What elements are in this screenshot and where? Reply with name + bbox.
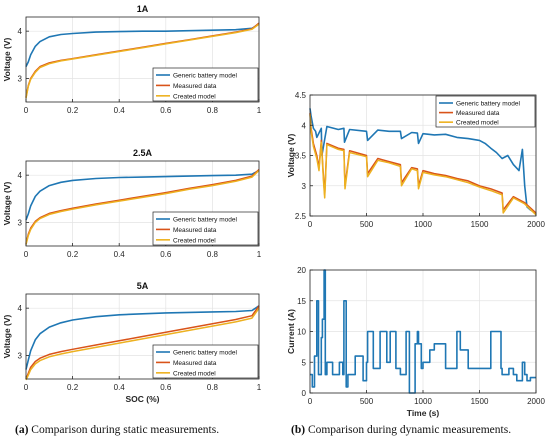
- x-tick-label: 0.6: [160, 383, 172, 392]
- x-tick-label: 0.8: [207, 106, 219, 115]
- x-tick-label: 2000: [527, 397, 545, 406]
- legend: Generic battery model Measured data Create…: [152, 67, 259, 102]
- y-axis-label: Voltage (V): [2, 314, 12, 358]
- series-line-generic-battery-model: [25, 305, 260, 370]
- chart-title: 2.5A: [133, 148, 153, 158]
- series-line-created-model: [25, 23, 260, 99]
- legend: Generic battery model Measured data Create…: [152, 211, 259, 246]
- x-axis-label: SOC (%): [126, 394, 160, 404]
- x-tick-label: 0.8: [207, 383, 219, 392]
- x-axis-label: Time (s): [407, 408, 440, 418]
- y-tick-label: 4.5: [295, 91, 307, 100]
- y-tick-label: 3: [18, 351, 23, 360]
- legend-label-generic-battery-model: Generic battery model: [173, 217, 238, 224]
- legend: Generic battery model Measured data Create…: [152, 344, 259, 379]
- legend-label-measured-data: Measured data: [173, 360, 217, 367]
- y-tick-label: 4: [302, 121, 307, 130]
- chart-title: 1A: [137, 4, 149, 14]
- series-line-created-model: [309, 114, 537, 216]
- x-tick-label: 1: [257, 250, 262, 259]
- y-axis-label: Voltage (V): [2, 37, 12, 81]
- axes-frame: [25, 293, 260, 380]
- x-tick-label: 1500: [471, 397, 489, 406]
- legend-label-generic-battery-model: Generic battery model: [456, 101, 521, 108]
- legend-label-measured-data: Measured data: [173, 83, 217, 90]
- x-tick-label: 2000: [527, 220, 545, 229]
- legend-box: [152, 344, 259, 379]
- chart-4: 0 500 1000 1500 2000 2.5 3 3.5 4 4.5 Voltage (V) Ge…: [286, 91, 545, 229]
- y-tick-label: 3.5: [295, 152, 307, 161]
- legend: Generic battery model Measured data Create…: [435, 95, 536, 128]
- y-tick-label: 3: [302, 182, 307, 191]
- caption-b-label: (b): [291, 424, 306, 436]
- caption-a-label: (a): [15, 424, 29, 436]
- y-tick-label: 4: [18, 27, 23, 36]
- legend-label-created-model: Created model: [456, 120, 499, 127]
- x-tick-label: 1500: [471, 220, 489, 229]
- chart-3: 0 0.2 0.4 0.6 0.8 1 3 4 Voltage (V) SOC (%) 5A Gene…: [2, 281, 262, 404]
- caption-a: (a) Comparison during static measurement…: [15, 424, 219, 436]
- series-line-created-model: [25, 307, 260, 381]
- x-tick-label: 500: [360, 220, 374, 229]
- x-tick-label: 0.4: [114, 250, 126, 259]
- x-tick-label: 0: [24, 250, 29, 259]
- y-tick-label: 10: [297, 328, 306, 337]
- series-line-generic-battery-model: [25, 169, 260, 221]
- y-tick-label: 20: [297, 266, 306, 275]
- legend-box: [152, 211, 259, 246]
- x-tick-label: 0.6: [160, 106, 172, 115]
- y-tick-label: 5: [302, 358, 307, 367]
- x-tick-label: 1000: [414, 397, 432, 406]
- caption-a-text: Comparison during static measurements.: [28, 424, 220, 436]
- series-line-generic-battery-model: [310, 269, 536, 394]
- x-tick-label: 0: [308, 220, 313, 229]
- x-tick-label: 0.8: [207, 250, 219, 259]
- legend-label-generic-battery-model: Generic battery model: [173, 350, 238, 357]
- axes-frame: [25, 16, 260, 103]
- x-tick-label: 0.4: [114, 383, 126, 392]
- series-line-generic-battery-model: [25, 23, 260, 67]
- y-axis-label: Current (A): [286, 309, 296, 354]
- chart-title: 5A: [137, 281, 149, 291]
- x-tick-label: 0.2: [67, 106, 79, 115]
- chart-2: 0 0.2 0.4 0.6 0.8 1 3 4 Voltage (V) 2.5A Generic b…: [2, 148, 262, 259]
- series-line-measured-data: [25, 305, 260, 380]
- legend-label-created-model: Created model: [173, 370, 216, 377]
- x-tick-label: 1: [257, 383, 262, 392]
- legend-box: [152, 67, 259, 102]
- caption-b-text: Comparison during dynamic measurements.: [305, 424, 512, 436]
- series-line-created-model: [25, 169, 260, 245]
- legend-label-generic-battery-model: Generic battery model: [173, 73, 238, 80]
- x-tick-label: 500: [360, 397, 374, 406]
- legend-label-measured-data: Measured data: [173, 227, 217, 234]
- x-tick-label: 0: [24, 106, 29, 115]
- x-tick-label: 0.2: [67, 383, 79, 392]
- y-tick-label: 3: [18, 74, 23, 83]
- axes-frame: [25, 160, 260, 247]
- y-tick-label: 4: [18, 171, 23, 180]
- x-tick-label: 0: [308, 397, 313, 406]
- x-tick-label: 1: [257, 106, 262, 115]
- y-tick-label: 4: [18, 304, 23, 313]
- chart-1: 0 0.2 0.4 0.6 0.8 1 3 4 Voltage (V) 1A Generic bat…: [2, 4, 262, 115]
- y-tick-label: 2.5: [295, 212, 307, 221]
- legend-label-measured-data: Measured data: [456, 110, 500, 117]
- caption-b: (b) Comparison during dynamic measuremen…: [291, 424, 511, 436]
- x-tick-label: 1000: [414, 220, 432, 229]
- legend-label-created-model: Created model: [173, 93, 216, 100]
- y-axis-label: Voltage (V): [286, 133, 296, 177]
- x-tick-label: 0: [24, 383, 29, 392]
- series-line-generic-battery-model: [309, 108, 537, 214]
- y-tick-label: 0: [302, 389, 307, 398]
- chart-5: 0 500 1000 1500 2000 0 5 10 15 20 Current (A) Time …: [286, 266, 545, 418]
- x-tick-label: 0.4: [114, 106, 126, 115]
- x-tick-label: 0.6: [160, 250, 172, 259]
- legend-label-created-model: Created model: [173, 237, 216, 244]
- y-tick-label: 15: [297, 297, 306, 306]
- y-tick-label: 3: [18, 218, 23, 227]
- x-tick-label: 0.2: [67, 250, 79, 259]
- y-axis-label: Voltage (V): [2, 181, 12, 225]
